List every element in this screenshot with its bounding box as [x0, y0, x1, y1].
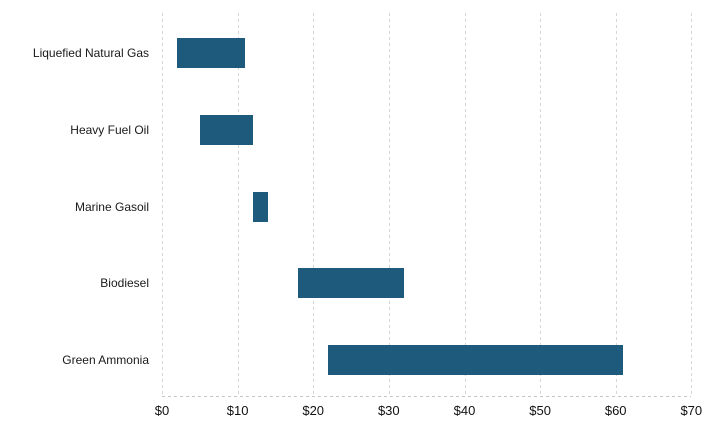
x-tick-label-30: $30	[377, 403, 400, 418]
gridline-60	[615, 13, 617, 396]
category-label-green-ammonia: Green Ammonia	[62, 352, 149, 367]
bar-liquefied-natural-gas	[177, 38, 246, 69]
category-label-biodiesel: Biodiesel	[100, 276, 149, 291]
category-label-marine-gasoil: Marine Gasoil	[74, 199, 149, 214]
x-tick-label-70: $70	[680, 403, 703, 418]
gridline-20	[313, 13, 315, 396]
x-axis-line	[162, 396, 692, 397]
x-tick-label-10: $10	[226, 403, 249, 418]
bar-green-ammonia	[328, 344, 624, 375]
gridline-10	[237, 13, 239, 396]
gridline-40	[464, 13, 466, 396]
gridline-50	[540, 13, 542, 396]
category-label-liquefied-natural-gas: Liquefied Natural Gas	[32, 46, 149, 61]
bar-heavy-fuel-oil	[199, 114, 253, 145]
x-tick-label-60: $60	[604, 403, 627, 418]
bar-biodiesel	[298, 268, 404, 299]
gridline-0	[162, 13, 163, 396]
x-tick-label-40: $40	[453, 403, 476, 418]
gridline-70	[691, 13, 693, 396]
x-tick-label-0: $0	[154, 403, 170, 418]
category-label-heavy-fuel-oil: Heavy Fuel Oil	[70, 122, 149, 137]
bar-marine-gasoil	[252, 191, 268, 222]
x-tick-label-20: $20	[302, 403, 325, 418]
gridline-30	[388, 13, 390, 396]
x-tick-label-50: $50	[529, 403, 551, 418]
